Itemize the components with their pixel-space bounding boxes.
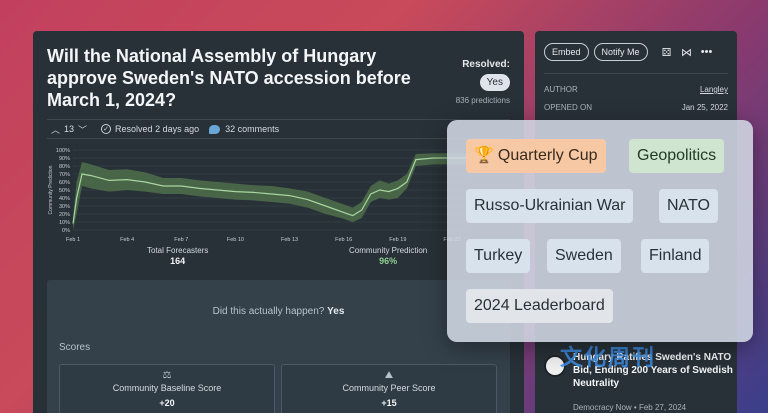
peer-score-icon: ⛰ — [384, 370, 394, 381]
comment-icon — [209, 124, 221, 134]
sidebar-actions: Embed Notify Me ⚄ ⋈ ••• — [544, 43, 713, 61]
total-forecasters-value: 164 — [170, 256, 186, 266]
news-source: Democracy Now — [573, 403, 632, 412]
peer-score-value: +15 — [381, 398, 397, 408]
upvote-icon[interactable]: ︿ — [51, 124, 61, 135]
y-tick-label: 90% — [59, 156, 70, 162]
predictions-count: 836 predictions — [455, 96, 510, 105]
question-card: Will the National Assembly of Hungary ap… — [33, 31, 524, 413]
opened-label: OPENED ON — [544, 103, 593, 112]
resolved-status: ✓ Resolved 2 days ago — [101, 124, 199, 134]
resolved-ago: Resolved 2 days ago — [115, 124, 200, 134]
vote-control: ︿ 13 ﹀ — [47, 123, 91, 136]
tag-russo-ukrainian-war[interactable]: Russo-Ukrainian War — [466, 189, 634, 223]
more-icon[interactable]: ••• — [700, 46, 713, 58]
tag-label: Quarterly Cup — [497, 147, 598, 164]
scores-heading: Scores — [59, 342, 91, 353]
tag-2024-leaderboard[interactable]: 2024 Leaderboard — [466, 289, 613, 323]
dice-icon[interactable]: ⚄ — [661, 46, 672, 59]
embed-button[interactable]: Embed — [544, 43, 589, 61]
watermark-logo: 文化周刊 — [560, 345, 657, 370]
resolution-question-text: Did this actually happen? — [212, 306, 325, 317]
x-tick-label: Feb 10 — [227, 237, 244, 243]
y-tick-label: 40% — [59, 196, 70, 202]
y-tick-label: 0% — [62, 228, 70, 234]
community-prediction-chart[interactable]: 0% 10% 20% 30% 40% 50% 60% 70% 80% 90% 100% Feb 1 Fe… — [47, 144, 510, 244]
check-circle-icon: ✓ — [101, 124, 112, 134]
y-tick-label: 10% — [59, 220, 70, 226]
y-tick-label: 100% — [56, 148, 70, 154]
peer-score-card: ⛰ Community Peer Score +15 — [281, 364, 497, 413]
tag-turkey[interactable]: Turkey — [466, 239, 531, 273]
y-tick-label: 30% — [59, 204, 70, 210]
x-tick-label: Feb 19 — [389, 237, 406, 243]
news-headline[interactable]: Hungary Ratifies Sweden's NATO Bid, Endi… — [573, 352, 733, 389]
tags-popover: 🏆 Quarterly Cup Geopolitics Russo-Ukraini… — [447, 120, 753, 342]
community-prediction: Community Prediction 96% — [349, 246, 427, 266]
tag-nato[interactable]: NATO — [659, 189, 718, 223]
comments-link[interactable]: 32 comments — [209, 124, 279, 134]
baseline-score-card: ⚖ Community Baseline Score +20 — [59, 364, 275, 413]
baseline-score-icon: ⚖ — [162, 370, 172, 381]
y-tick-label: 70% — [59, 172, 70, 178]
peer-score-label: Community Peer Score — [342, 383, 436, 393]
share-icon[interactable]: ⋈ — [681, 46, 693, 59]
prediction-band — [73, 153, 470, 230]
community-prediction-value: 96% — [379, 256, 398, 266]
resolution-question: Did this actually happen? Yes — [47, 306, 510, 317]
tag-finland[interactable]: Finland — [641, 239, 710, 273]
x-tick-label: Feb 4 — [120, 237, 134, 243]
resolution-answer: Yes — [327, 306, 345, 317]
y-tick-label: 80% — [59, 164, 70, 170]
question-toolbar: ︿ 13 ﹀ ✓ Resolved 2 days ago 32 comments — [47, 119, 510, 139]
tag-sweden[interactable]: Sweden — [547, 239, 621, 273]
downvote-icon[interactable]: ﹀ — [78, 124, 88, 135]
trophy-icon: 🏆 — [474, 147, 494, 164]
y-tick-label: 50% — [59, 188, 70, 194]
opened-row: OPENED ON Jan 25, 2022 — [544, 103, 728, 112]
resolved-badge: Yes — [479, 74, 510, 91]
opened-date: Jan 25, 2022 — [681, 103, 728, 112]
news-meta: Democracy Now • Feb 27, 2024 — [573, 403, 687, 412]
y-tick-label: 20% — [59, 212, 70, 218]
vote-count: 13 — [64, 124, 75, 134]
x-tick-label: Feb 7 — [174, 237, 188, 243]
x-tick-label: Feb 16 — [335, 237, 352, 243]
comments-count: 32 comments — [225, 124, 280, 134]
resolution-status: Resolved: Yes 836 predictions — [456, 59, 510, 105]
author-link[interactable]: Langley — [699, 85, 728, 94]
y-axis-label: Community Prediction — [48, 165, 54, 214]
notify-me-button[interactable]: Notify Me — [593, 43, 648, 61]
tag-quarterly-cup[interactable]: 🏆 Quarterly Cup — [466, 139, 606, 173]
total-forecasters: Total Forecasters 164 — [147, 246, 208, 266]
news-source-avatar — [544, 355, 566, 377]
sidebar-divider — [544, 73, 728, 74]
y-tick-label: 60% — [59, 180, 70, 186]
author-row: AUTHOR Langley — [544, 85, 728, 94]
resolved-label: Resolved: — [462, 59, 510, 70]
resolution-panel: Did this actually happen? Yes Scores ⚖ C… — [47, 280, 510, 413]
community-prediction-label: Community Prediction — [349, 246, 428, 255]
prediction-median-line — [72, 157, 470, 224]
x-tick-label: Feb 13 — [281, 237, 298, 243]
author-label: AUTHOR — [544, 85, 578, 94]
baseline-score-value: +20 — [159, 398, 175, 408]
total-forecasters-label: Total Forecasters — [147, 246, 209, 255]
question-title: Will the National Assembly of Hungary ap… — [47, 46, 411, 110]
chart-svg: 0% 10% 20% 30% 40% 50% 60% 70% 80% 90% 100% Feb 1 Fe… — [48, 148, 470, 243]
baseline-score-label: Community Baseline Score — [112, 383, 222, 393]
x-tick-label: Feb 1 — [66, 237, 80, 243]
news-date: Feb 27, 2024 — [638, 403, 687, 412]
tag-geopolitics[interactable]: Geopolitics — [629, 139, 725, 173]
